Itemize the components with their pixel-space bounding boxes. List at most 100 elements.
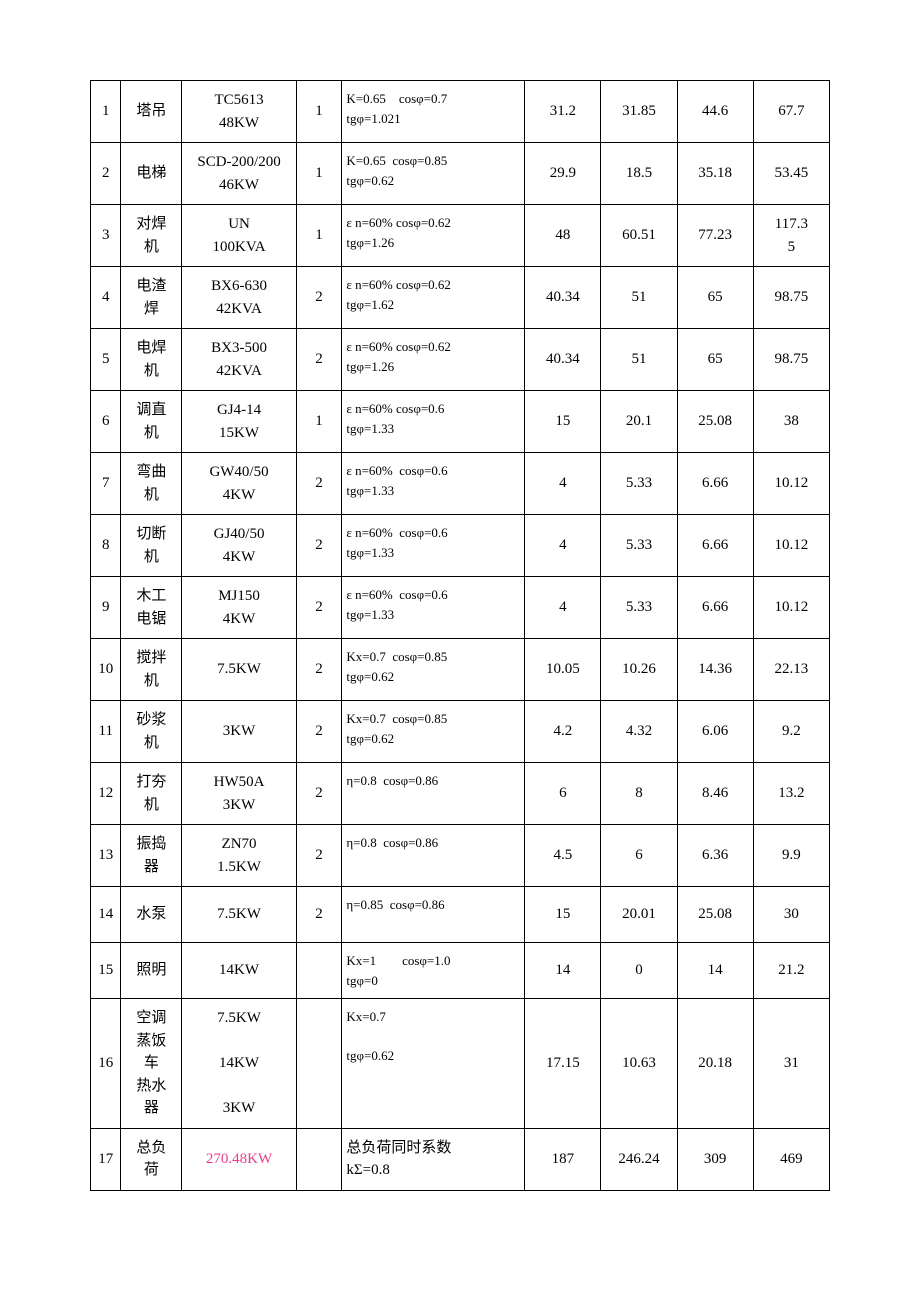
equipment-name: 照明 bbox=[121, 943, 182, 999]
value-3: 20.18 bbox=[677, 999, 753, 1129]
value-1: 4.2 bbox=[525, 701, 601, 763]
table-row: 14水泵7.5KW2η=0.85 cosφ=0.86 1520.0125.083… bbox=[91, 887, 830, 943]
table-row: 16空调蒸饭车热水器7.5KW 14KW 3KW Kx=0.7 tgφ=0.62… bbox=[91, 999, 830, 1129]
equipment-spec: 7.5KW bbox=[182, 887, 296, 943]
equipment-name: 切断机 bbox=[121, 515, 182, 577]
quantity: 1 bbox=[296, 391, 342, 453]
equipment-spec: 270.48KW bbox=[182, 1128, 296, 1190]
equipment-spec: 7.5KW 14KW 3KW bbox=[182, 999, 296, 1129]
row-number: 16 bbox=[91, 999, 121, 1129]
parameters: ε n=60% cosφ=0.6tgφ=1.33 bbox=[342, 453, 525, 515]
parameters: η=0.85 cosφ=0.86 bbox=[342, 887, 525, 943]
table-row: 10搅拌机7.5KW2Kx=0.7 cosφ=0.85tgφ=0.6210.05… bbox=[91, 639, 830, 701]
parameters: ε n=60% cosφ=0.6tgφ=1.33 bbox=[342, 391, 525, 453]
value-4: 31 bbox=[753, 999, 829, 1129]
equipment-spec: GJ4-1415KW bbox=[182, 391, 296, 453]
quantity: 1 bbox=[296, 81, 342, 143]
quantity bbox=[296, 999, 342, 1129]
equipment-spec: UN100KVA bbox=[182, 205, 296, 267]
equipment-spec: GW40/504KW bbox=[182, 453, 296, 515]
table-row: 7弯曲机GW40/504KW2ε n=60% cosφ=0.6tgφ=1.334… bbox=[91, 453, 830, 515]
value-1: 6 bbox=[525, 763, 601, 825]
quantity: 2 bbox=[296, 701, 342, 763]
value-3: 6.36 bbox=[677, 825, 753, 887]
equipment-spec: ZN701.5KW bbox=[182, 825, 296, 887]
equipment-name: 水泵 bbox=[121, 887, 182, 943]
equipment-name: 砂浆机 bbox=[121, 701, 182, 763]
equipment-name: 振捣器 bbox=[121, 825, 182, 887]
parameters: ε n=60% cosφ=0.62tgφ=1.26 bbox=[342, 329, 525, 391]
value-4: 117.35 bbox=[753, 205, 829, 267]
equipment-spec: HW50A3KW bbox=[182, 763, 296, 825]
equipment-spec: 14KW bbox=[182, 943, 296, 999]
row-number: 5 bbox=[91, 329, 121, 391]
value-4: 10.12 bbox=[753, 453, 829, 515]
value-3: 77.23 bbox=[677, 205, 753, 267]
row-number: 7 bbox=[91, 453, 121, 515]
value-4: 469 bbox=[753, 1128, 829, 1190]
value-3: 44.6 bbox=[677, 81, 753, 143]
value-2: 51 bbox=[601, 267, 677, 329]
value-1: 40.34 bbox=[525, 267, 601, 329]
value-1: 40.34 bbox=[525, 329, 601, 391]
quantity bbox=[296, 1128, 342, 1190]
value-2: 20.01 bbox=[601, 887, 677, 943]
value-2: 20.1 bbox=[601, 391, 677, 453]
value-4: 9.9 bbox=[753, 825, 829, 887]
value-1: 15 bbox=[525, 887, 601, 943]
row-number: 17 bbox=[91, 1128, 121, 1190]
row-number: 15 bbox=[91, 943, 121, 999]
row-number: 2 bbox=[91, 143, 121, 205]
equipment-spec: GJ40/504KW bbox=[182, 515, 296, 577]
value-3: 14.36 bbox=[677, 639, 753, 701]
table-row: 9木工电锯MJ1504KW2ε n=60% cosφ=0.6tgφ=1.3345… bbox=[91, 577, 830, 639]
value-3: 6.66 bbox=[677, 453, 753, 515]
equipment-name: 打夯机 bbox=[121, 763, 182, 825]
parameters: 总负荷同时系数kΣ=0.8 bbox=[342, 1128, 525, 1190]
equipment-name: 电焊机 bbox=[121, 329, 182, 391]
value-2: 8 bbox=[601, 763, 677, 825]
value-1: 4.5 bbox=[525, 825, 601, 887]
value-4: 13.2 bbox=[753, 763, 829, 825]
table-row: 6调直机GJ4-1415KW1ε n=60% cosφ=0.6tgφ=1.331… bbox=[91, 391, 830, 453]
value-3: 6.06 bbox=[677, 701, 753, 763]
row-number: 8 bbox=[91, 515, 121, 577]
equipment-spec: MJ1504KW bbox=[182, 577, 296, 639]
parameters: ε n=60% cosφ=0.6tgφ=1.33 bbox=[342, 515, 525, 577]
quantity: 1 bbox=[296, 205, 342, 267]
parameters: K=0.65 cosφ=0.85tgφ=0.62 bbox=[342, 143, 525, 205]
value-1: 15 bbox=[525, 391, 601, 453]
value-3: 65 bbox=[677, 267, 753, 329]
value-2: 5.33 bbox=[601, 515, 677, 577]
quantity: 2 bbox=[296, 515, 342, 577]
table-row: 11砂浆机3KW2Kx=0.7 cosφ=0.85tgφ=0.624.24.32… bbox=[91, 701, 830, 763]
equipment-name: 电梯 bbox=[121, 143, 182, 205]
value-2: 4.32 bbox=[601, 701, 677, 763]
equipment-name: 电渣焊 bbox=[121, 267, 182, 329]
quantity: 1 bbox=[296, 143, 342, 205]
value-1: 4 bbox=[525, 453, 601, 515]
row-number: 4 bbox=[91, 267, 121, 329]
value-2: 60.51 bbox=[601, 205, 677, 267]
equipment-name: 调直机 bbox=[121, 391, 182, 453]
value-1: 4 bbox=[525, 577, 601, 639]
value-1: 17.15 bbox=[525, 999, 601, 1129]
value-3: 6.66 bbox=[677, 577, 753, 639]
value-2: 10.63 bbox=[601, 999, 677, 1129]
equipment-spec: BX3-50042KVA bbox=[182, 329, 296, 391]
equipment-name: 弯曲机 bbox=[121, 453, 182, 515]
quantity: 2 bbox=[296, 329, 342, 391]
value-2: 10.26 bbox=[601, 639, 677, 701]
equipment-name: 空调蒸饭车热水器 bbox=[121, 999, 182, 1129]
value-4: 22.13 bbox=[753, 639, 829, 701]
equipment-name: 木工电锯 bbox=[121, 577, 182, 639]
value-3: 14 bbox=[677, 943, 753, 999]
table-row: 15照明14KW Kx=1 cosφ=1.0tgφ=01401421.2 bbox=[91, 943, 830, 999]
parameters: η=0.8 cosφ=0.86 bbox=[342, 825, 525, 887]
row-number: 13 bbox=[91, 825, 121, 887]
row-number: 6 bbox=[91, 391, 121, 453]
row-number: 3 bbox=[91, 205, 121, 267]
row-number: 11 bbox=[91, 701, 121, 763]
equipment-spec: BX6-63042KVA bbox=[182, 267, 296, 329]
quantity: 2 bbox=[296, 639, 342, 701]
